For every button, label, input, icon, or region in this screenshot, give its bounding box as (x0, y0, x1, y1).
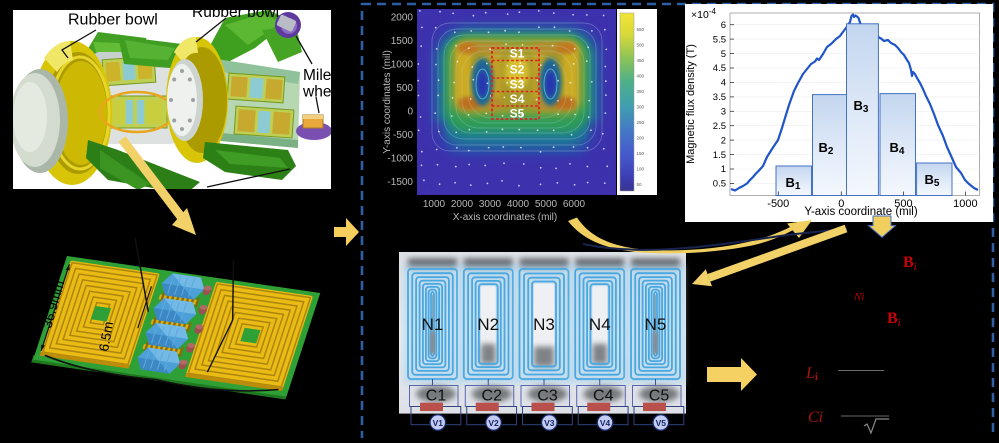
svg-text:2000: 2000 (391, 13, 414, 24)
svg-text:350: 350 (637, 89, 645, 94)
svg-text:C2: C2 (482, 388, 503, 405)
svg-text:V2: V2 (488, 418, 499, 428)
svg-text:Li: Li (805, 365, 818, 383)
svg-text:S2: S2 (510, 63, 525, 77)
svg-text:C4: C4 (593, 388, 614, 405)
svg-text:2: 2 (721, 135, 726, 146)
svg-text:1000: 1000 (423, 199, 446, 210)
svg-text:550: 550 (637, 27, 645, 32)
svg-text:Bi: Bi (903, 254, 917, 273)
svg-text:4: 4 (721, 78, 726, 89)
svg-text:100: 100 (637, 167, 645, 172)
svg-text:Rubber bowl: Rubber bowl (192, 4, 279, 21)
svg-text:1000: 1000 (391, 60, 414, 71)
svg-text:0: 0 (838, 198, 844, 210)
svg-text:X-axis coordinates (mil): X-axis coordinates (mil) (453, 212, 557, 223)
svg-text:Ni: Ni (853, 291, 864, 303)
svg-text:S3: S3 (510, 78, 525, 92)
svg-text:Mile: Mile (303, 67, 331, 84)
svg-text:6.5m: 6.5m (96, 320, 116, 352)
svg-text:500: 500 (396, 83, 413, 94)
svg-text:1000: 1000 (953, 198, 977, 210)
svg-text:-1500: -1500 (387, 177, 413, 188)
svg-text:5000: 5000 (535, 199, 558, 210)
svg-text:S5: S5 (510, 107, 525, 121)
svg-text:400: 400 (637, 74, 645, 79)
svg-text:1500: 1500 (391, 36, 414, 47)
svg-text:0: 0 (407, 107, 413, 118)
svg-text:Magnetic flux density (T): Magnetic flux density (T) (685, 44, 697, 164)
svg-text:0.5: 0.5 (713, 179, 726, 190)
svg-text:500: 500 (894, 198, 912, 210)
svg-text:500: 500 (637, 43, 645, 48)
svg-text:2.5: 2.5 (713, 121, 726, 132)
svg-text:250: 250 (637, 120, 645, 125)
svg-text:Y-axis coordinate (mil): Y-axis coordinate (mil) (804, 206, 918, 218)
svg-text:300: 300 (637, 105, 645, 110)
svg-text:Y-axis coordinates (mil): Y-axis coordinates (mil) (382, 50, 393, 154)
svg-text:1.5: 1.5 (713, 150, 726, 161)
svg-text:N5: N5 (645, 315, 667, 334)
svg-text:6: 6 (721, 20, 726, 31)
svg-text:S1: S1 (510, 47, 525, 61)
svg-text:N4: N4 (589, 315, 611, 334)
svg-text:V5: V5 (656, 418, 667, 428)
svg-text:2000: 2000 (451, 199, 474, 210)
svg-text:450: 450 (637, 58, 645, 63)
svg-text:4.5: 4.5 (713, 63, 726, 74)
svg-text:N3: N3 (533, 315, 555, 334)
svg-text:1: 1 (721, 164, 726, 175)
svg-text:5: 5 (721, 49, 726, 60)
svg-text:Bi: Bi (887, 310, 901, 329)
svg-text:C5: C5 (649, 388, 670, 405)
svg-text:S4: S4 (510, 92, 525, 106)
svg-text:C3: C3 (537, 388, 558, 405)
svg-text:200: 200 (637, 136, 645, 141)
svg-text:3000: 3000 (479, 199, 502, 210)
svg-text:Ci: Ci (808, 409, 823, 426)
svg-text:-1000: -1000 (387, 154, 413, 165)
svg-text:4000: 4000 (507, 199, 530, 210)
svg-text:6000: 6000 (563, 199, 586, 210)
svg-text:N2: N2 (477, 315, 499, 334)
svg-text:V1: V1 (433, 418, 444, 428)
svg-text:whe: whe (302, 84, 331, 101)
svg-text:3.5: 3.5 (713, 92, 726, 103)
svg-text:5.5: 5.5 (713, 34, 726, 45)
svg-text:Rubber bowl: Rubber bowl (68, 12, 158, 29)
svg-text:V3: V3 (544, 418, 555, 428)
svg-text:50: 50 (637, 182, 643, 187)
svg-text:N1: N1 (422, 315, 444, 334)
svg-text:C1: C1 (426, 388, 447, 405)
svg-text:3: 3 (721, 107, 726, 118)
svg-text:-500: -500 (767, 198, 789, 210)
svg-text:-500: -500 (393, 130, 413, 141)
svg-text:150: 150 (637, 151, 645, 156)
svg-text:V4: V4 (600, 418, 611, 428)
